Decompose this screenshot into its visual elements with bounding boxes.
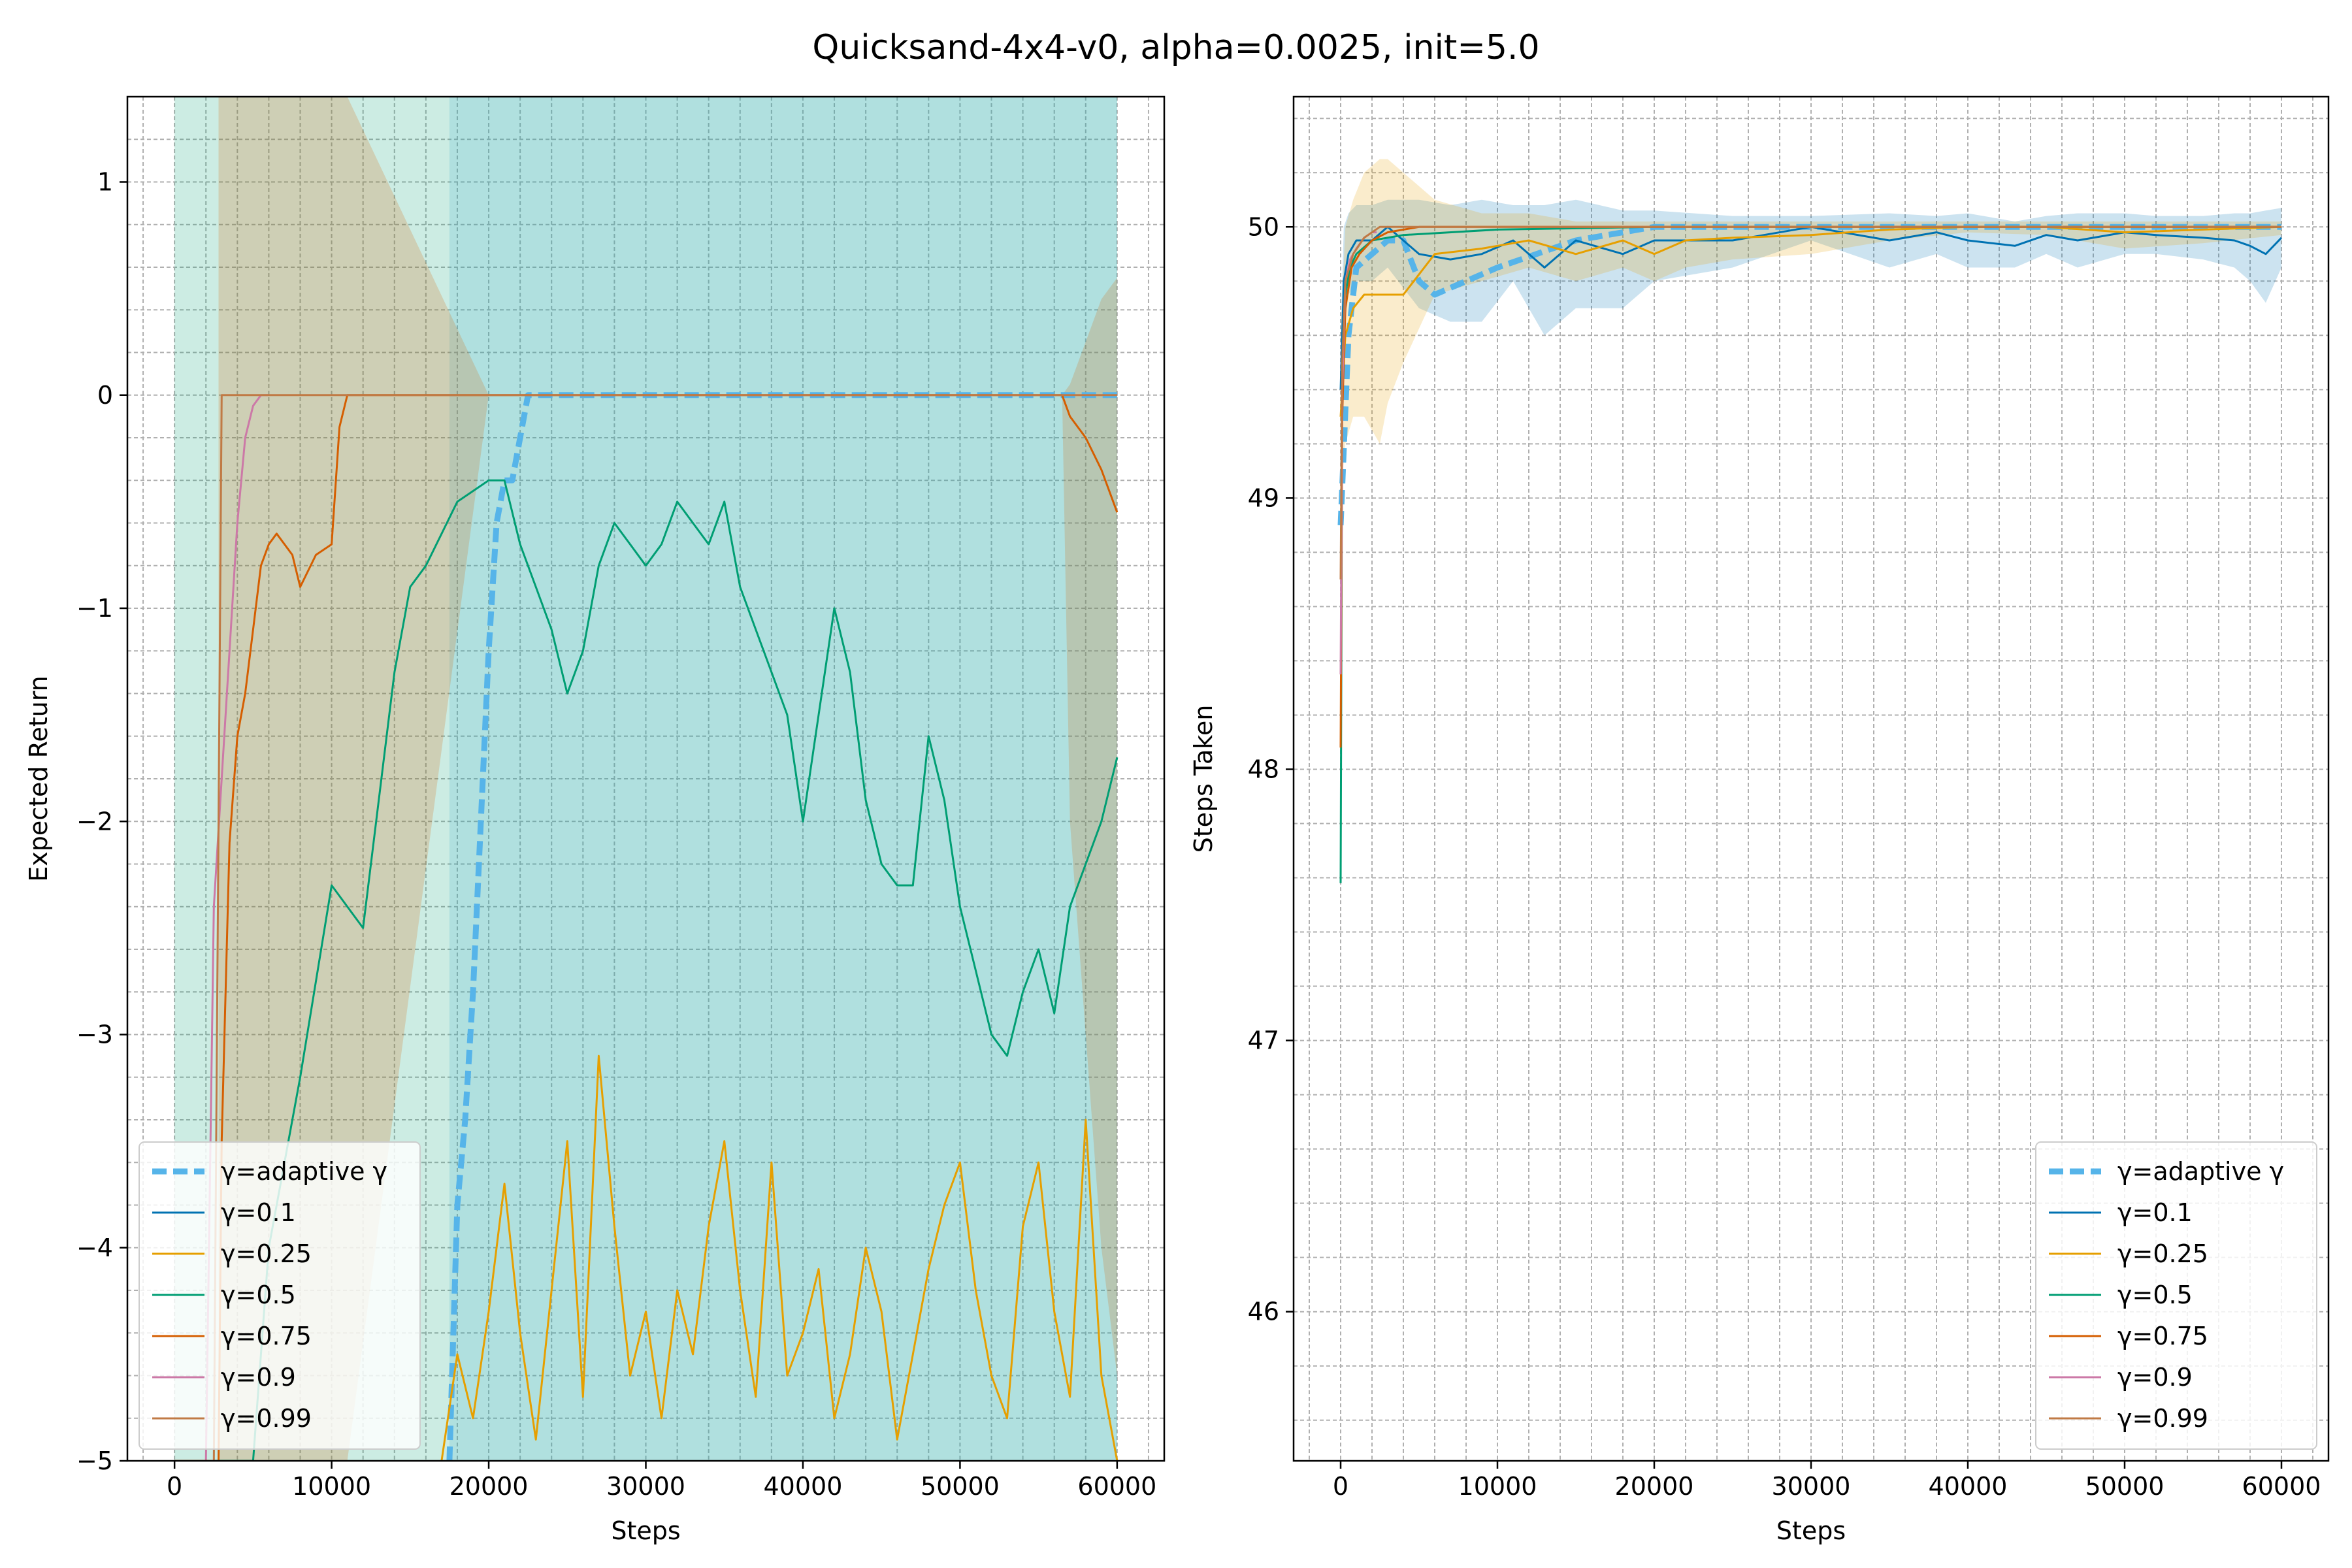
left-band-gamma-0-5	[174, 97, 1117, 1461]
left-xtick-label: 0	[167, 1472, 182, 1501]
left-x-axis-label: Steps	[611, 1516, 680, 1545]
left-xtick-label: 20000	[449, 1472, 529, 1501]
left-ytick-label: −2	[76, 807, 113, 836]
left-band-gamma-adaptive	[449, 97, 1117, 1461]
left-line-gamma-0-99	[174, 394, 1117, 1461]
right-ytick-label: 48	[1248, 755, 1279, 783]
left-ytick-label: −1	[76, 594, 113, 623]
left-ytick-label: −5	[76, 1446, 113, 1475]
left-legend-label-gamma-adaptive: γ=adaptive γ	[221, 1157, 387, 1186]
right-line-gamma-0-1	[1339, 225, 2283, 390]
left-plot-area	[174, 97, 1119, 1461]
left-legend-label-gamma-0-5: γ=0.5	[221, 1281, 296, 1309]
right-legend-label-gamma-0-9: γ=0.9	[2117, 1363, 2193, 1392]
right-legend-label-gamma-0-25: γ=0.25	[2117, 1239, 2208, 1268]
left-y-axis-label: Expected Return	[24, 676, 53, 881]
right-grid	[1294, 97, 2328, 1461]
left-line-gamma-0-25	[440, 1054, 1119, 1461]
left-ytick-label: 1	[97, 168, 113, 197]
right-xtick-label: 40000	[1929, 1472, 2008, 1501]
left-ytick-label: 0	[97, 381, 113, 410]
right-legend-label-gamma-0-99: γ=0.99	[2117, 1404, 2208, 1433]
left-ytick-label: −3	[76, 1021, 113, 1049]
right-plot-steps-taken: 0 10000 20000 30000 40000 50000 60000 50 49 48 47 4…	[1189, 95, 2330, 1545]
right-xtick-label: 20000	[1615, 1472, 1694, 1501]
right-legend-box	[2035, 1141, 2317, 1450]
right-plot-area	[1337, 159, 2283, 883]
right-ytick-label: 49	[1248, 483, 1279, 512]
left-line-gamma-0-5	[174, 479, 1119, 1461]
right-legend-label-gamma-0-5: γ=0.5	[2117, 1281, 2193, 1309]
left-xtick-label: 60000	[1077, 1472, 1156, 1501]
right-xtick-label: 30000	[1772, 1472, 1851, 1501]
left-legend: γ=adaptive γ γ=0.1 γ=0.25 γ=0.5 γ=0.75 γ=0.9 γ…	[139, 1141, 421, 1450]
left-band-gamma-0-75	[218, 97, 1117, 1461]
left-xtick-label: 30000	[606, 1472, 685, 1501]
right-ytick-label: 46	[1248, 1298, 1279, 1326]
left-legend-label-gamma-0-9: γ=0.9	[221, 1363, 296, 1392]
left-plot-expected-return: 0 10000 20000 30000 40000 50000 60000 1 0 −1 −2 −3 −…	[24, 95, 1166, 1545]
left-legend-label-gamma-0-25: γ=0.25	[221, 1239, 312, 1268]
left-legend-label-gamma-0-99: γ=0.99	[221, 1404, 312, 1433]
figure-title: Quicksand-4x4-v0, alpha=0.0025, init=5.0	[812, 28, 1539, 67]
left-line-gamma-0-9	[204, 394, 269, 1461]
right-band-gamma-0-1	[1341, 199, 2281, 444]
right-line-gamma-0-99	[1339, 225, 2281, 580]
right-ytick-label: 50	[1248, 212, 1279, 241]
left-ytick-label: −4	[76, 1233, 113, 1262]
right-xtick-label: 10000	[1458, 1472, 1537, 1501]
right-x-axis-label: Steps	[1776, 1516, 1846, 1545]
left-xtick-label: 10000	[292, 1472, 371, 1501]
right-legend-label-gamma-0-1: γ=0.1	[2117, 1198, 2193, 1227]
right-xtick-label: 60000	[2242, 1472, 2321, 1501]
left-line-gamma-adaptive	[446, 392, 1117, 1461]
right-legend-label-gamma-adaptive: γ=adaptive γ	[2117, 1157, 2284, 1186]
left-legend-label-gamma-0-75: γ=0.75	[221, 1322, 312, 1350]
left-legend-box	[139, 1141, 421, 1450]
left-legend-label-gamma-0-1: γ=0.1	[221, 1198, 296, 1227]
right-line-gamma-adaptive	[1337, 223, 2281, 526]
right-legend: γ=adaptive γ γ=0.1 γ=0.25 γ=0.5 γ=0.75 γ=0.9 γ…	[2035, 1141, 2317, 1450]
right-xtick-label: 0	[1333, 1472, 1348, 1501]
right-band-gamma-0-25	[1341, 159, 2281, 498]
left-line-gamma-0-75	[218, 394, 1119, 1461]
right-xtick-label: 50000	[2085, 1472, 2164, 1501]
left-xtick-label: 40000	[764, 1472, 843, 1501]
right-ytick-label: 47	[1248, 1026, 1279, 1055]
left-xtick-label: 50000	[921, 1472, 1000, 1501]
right-legend-label-gamma-0-75: γ=0.75	[2117, 1322, 2208, 1350]
right-y-axis-label: Steps Taken	[1189, 705, 1218, 853]
